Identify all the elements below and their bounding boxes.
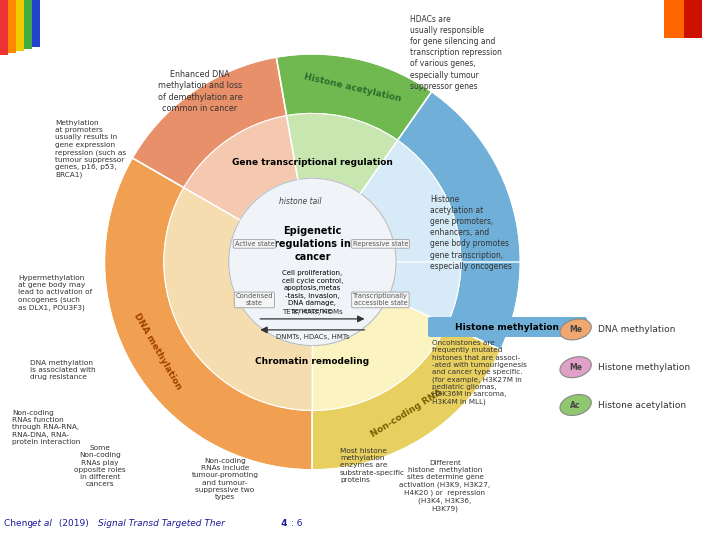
Text: et al: et al	[32, 519, 52, 528]
Ellipse shape	[560, 319, 591, 340]
Bar	[684, 0, 702, 38]
Text: : 6: : 6	[291, 519, 303, 528]
Text: Non-coding
RNAs include
tumour-promoting
and tumour-
suppressive two
types: Non-coding RNAs include tumour-promoting…	[192, 458, 258, 500]
Text: Methylation
at promoters
usually results in
gene expression
repression (such as
: Methylation at promoters usually results…	[55, 120, 126, 178]
Wedge shape	[133, 57, 286, 187]
Text: Cheng: Cheng	[4, 519, 36, 528]
Text: Some
Non-coding
RNAs play
opposite roles
in different
cancers: Some Non-coding RNAs play opposite roles…	[74, 445, 126, 487]
Text: DNA methylation
is associated with
drug resistance: DNA methylation is associated with drug …	[30, 360, 95, 381]
FancyBboxPatch shape	[428, 317, 587, 337]
Wedge shape	[388, 262, 461, 325]
Text: histone tail: histone tail	[279, 198, 322, 206]
Ellipse shape	[560, 395, 591, 415]
Text: Transcriptionally
accessible state: Transcriptionally accessible state	[353, 293, 408, 306]
Wedge shape	[184, 116, 298, 220]
Text: Hypermethylation
at gene body may
lead to activation of
oncogenes (such
as DLX1,: Hypermethylation at gene body may lead t…	[18, 275, 92, 311]
Text: (2019): (2019)	[56, 519, 92, 528]
Text: Me: Me	[569, 363, 582, 372]
Text: Non-coding
RNAs function
through RNA-RNA,
RNA-DNA, RNA-
protein interaction: Non-coding RNAs function through RNA-RNA…	[12, 410, 80, 445]
Text: Histone acetylation: Histone acetylation	[303, 73, 402, 104]
Wedge shape	[397, 92, 520, 262]
Wedge shape	[164, 187, 312, 410]
Bar	[664, 0, 702, 38]
Text: Ac: Ac	[571, 401, 581, 409]
Text: Chromatin remodeling: Chromatin remodeling	[256, 357, 369, 366]
Text: DNMTs, HDACs, HMTs: DNMTs, HDACs, HMTs	[276, 334, 349, 340]
Bar	[32, 0, 40, 47]
Text: Non-coding RNA: Non-coding RNA	[369, 387, 444, 438]
Wedge shape	[447, 262, 520, 350]
Text: DNA methylation: DNA methylation	[133, 311, 184, 391]
Text: Gene transcriptional regulation: Gene transcriptional regulation	[232, 158, 393, 167]
Text: Histone methylation: Histone methylation	[455, 322, 559, 332]
Bar	[24, 0, 32, 49]
Wedge shape	[105, 158, 312, 470]
Text: Signal Transd Targeted Ther: Signal Transd Targeted Ther	[98, 519, 225, 528]
Wedge shape	[312, 298, 447, 410]
Bar	[8, 0, 16, 53]
Text: Epigenetic
regulations in
cancer: Epigenetic regulations in cancer	[274, 226, 351, 262]
Text: 4: 4	[278, 519, 288, 528]
Text: Cell proliferation,
cell cycle control,
apoptosis,metas
-tasis, invasion,
DNA da: Cell proliferation, cell cycle control, …	[282, 270, 343, 314]
Text: TETs, HATs, HDMs: TETs, HATs, HDMs	[282, 309, 343, 315]
Wedge shape	[286, 113, 397, 193]
Text: Different
histone  methylation
sites determine gene
activation (H3K9, H3K27,
H4K: Different histone methylation sites dete…	[399, 460, 491, 511]
Text: Oncohistones are
frequently mutated
histones that are associ-
-ated with tumouri: Oncohistones are frequently mutated hist…	[432, 340, 527, 405]
Circle shape	[229, 178, 396, 346]
Text: Me: Me	[569, 325, 582, 334]
Text: Enhanced DNA
methylation and loss
of demethylation are
common in cancer: Enhanced DNA methylation and loss of dem…	[158, 70, 242, 113]
Text: Histone acetylation: Histone acetylation	[597, 401, 686, 409]
Text: Histone methylation: Histone methylation	[597, 363, 690, 372]
Text: Repressive state: Repressive state	[352, 241, 408, 247]
Text: Condensed
state: Condensed state	[236, 293, 273, 306]
Text: Active state: Active state	[234, 241, 274, 247]
Bar	[16, 0, 24, 51]
Bar	[0, 0, 8, 55]
Wedge shape	[312, 325, 501, 470]
Text: HDACs are
usually responsible
for gene silencing and
transcription repression
of: HDACs are usually responsible for gene s…	[410, 15, 502, 91]
Wedge shape	[277, 54, 432, 140]
Text: Histone
acetylation at
gene promoters,
enhancers, and
gene body promotes
gene tr: Histone acetylation at gene promoters, e…	[430, 195, 512, 271]
Text: Most histone
methylation
enzymes are
substrate-specific
proteins: Most histone methylation enzymes are sub…	[340, 448, 405, 483]
Ellipse shape	[560, 357, 591, 377]
Text: DNA methylation: DNA methylation	[597, 325, 675, 334]
Wedge shape	[360, 140, 461, 262]
